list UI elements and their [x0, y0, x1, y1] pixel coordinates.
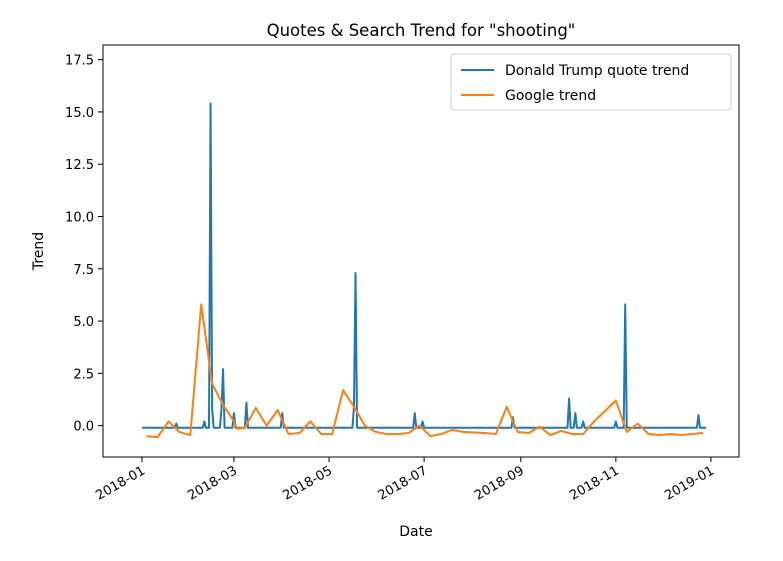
y-axis-label: Trend: [31, 232, 47, 271]
axes-frame: [102, 44, 740, 458]
legend-frame: [450, 53, 732, 111]
y-tick-label: 7.5: [73, 263, 94, 278]
legend: Donald Trump quote trend Google trend: [450, 53, 732, 111]
y-tick-label: 17.5: [65, 54, 94, 69]
chart-title: Quotes & Search Trend for "shooting": [267, 21, 576, 40]
x-axis-label: Date: [399, 524, 432, 540]
series-line-trump: [141, 102, 707, 429]
series-line-google: [146, 303, 704, 439]
y-tick-label: 5.0: [73, 315, 94, 330]
legend-label-google: Google trend: [505, 88, 596, 104]
series-layer: [141, 102, 707, 439]
y-tick-label: 12.5: [65, 158, 94, 173]
y-tick-label: 10.0: [65, 210, 94, 225]
y-tick-label: 15.0: [65, 106, 94, 121]
y-tick-label: 0.0: [73, 420, 94, 435]
y-tick-label: 2.5: [73, 367, 94, 382]
legend-label-trump: Donald Trump quote trend: [505, 63, 689, 79]
